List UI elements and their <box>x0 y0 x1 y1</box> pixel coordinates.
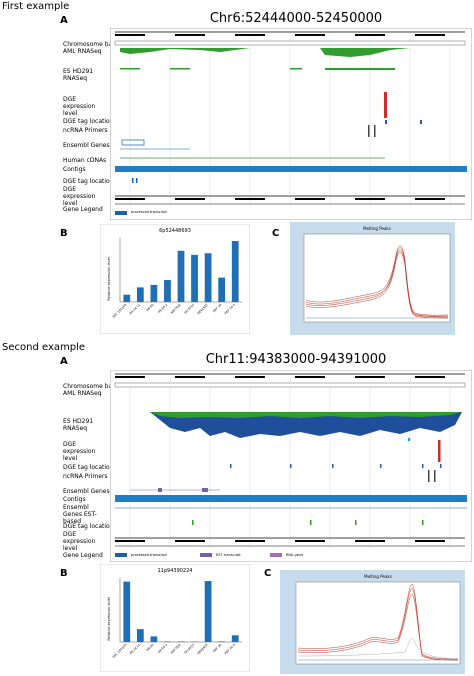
chart-axis <box>119 578 242 643</box>
ex1-panel-c-label: C <box>272 228 280 239</box>
chart-bar <box>177 250 185 302</box>
chart-tick-label: H9 ES <box>145 303 154 312</box>
chart-tick-label: H9 ES 2 <box>157 643 168 654</box>
chart-bar <box>204 253 212 302</box>
chart-tick-label: SH-SY5Y <box>183 303 195 315</box>
ex1-track-label: DGE expression level <box>63 96 96 117</box>
chart-bar <box>136 287 144 302</box>
ex1-track-label: ncRNA Primers <box>63 127 108 134</box>
ex1-track-label: Gene Legend <box>63 206 103 213</box>
ex2-melting-peaks-chart: Melting Peaks <box>280 570 465 674</box>
chart-bar <box>191 254 198 302</box>
chart-bar <box>231 635 239 642</box>
chart-bar <box>123 581 131 642</box>
chart-tick-label: H9 ES <box>145 643 154 652</box>
ex2-track-label: ncRNA Primers <box>63 473 108 480</box>
chart-bar <box>164 641 171 642</box>
ex2-track-label: DGE expression level <box>63 531 96 552</box>
chart-bar <box>136 629 144 642</box>
ex2-track-label: Ensembl Genes <box>63 488 110 495</box>
chart-tick-label: HEF-TDX <box>170 643 182 655</box>
ex1-panel-b-label: B <box>60 228 68 239</box>
ex2-legend-item: RNA gene <box>286 553 304 557</box>
ex1-bar-chart: 6p52448693 Relative expression level ESC… <box>100 224 250 334</box>
ex2-legend-item: EST transcript <box>216 553 241 557</box>
ex2-panel-b-label: B <box>60 568 68 579</box>
ex1-track-label: Ensembl Genes <box>63 142 110 149</box>
ex2-track-label: Chromosome bands <box>63 383 123 390</box>
chart-bar <box>150 284 158 302</box>
ex1-genome-browser <box>110 28 472 220</box>
ex1-track-label: Chromosome bands <box>63 41 123 48</box>
ex1-region-title: Chr6:52444000-52450000 <box>209 11 383 26</box>
chart-axis <box>119 238 242 303</box>
ex2-track-label: ES HD291 RNASeq <box>63 418 94 432</box>
chart-tick-label: HEF 10 <box>212 303 222 313</box>
ex1-melting-peaks-chart: Melting Peaks <box>290 222 455 335</box>
chart-bar <box>218 277 226 302</box>
ex1-track-label: DGE tag location <box>63 178 114 185</box>
ex1-track-label: ES HD291 RNASeq <box>63 68 94 82</box>
chart-bar <box>164 280 171 302</box>
chart-tick-label: HEF 10 <box>212 643 222 653</box>
ex2-track-label: DGE expression level <box>63 441 96 462</box>
ex2-genome-browser <box>110 370 472 562</box>
ex1-chart-title: 6p52448693 <box>159 228 191 234</box>
chart-bar <box>218 641 226 642</box>
ex2-chart-ylabel: Relative expression level <box>107 597 111 641</box>
ex2-region-title: Chr11:94383000-94391000 <box>205 352 387 367</box>
ex1-legend-item: processed transcript <box>131 210 167 214</box>
chart-tick-label: SH-SY5Y <box>183 643 195 655</box>
ex2-track-label: AML RNASeq <box>63 390 102 397</box>
ex2-track-label: Contigs <box>63 496 86 503</box>
ex2-track-label: DGE tag location <box>63 464 114 471</box>
ex1-chart-ylabel: Relative expression level <box>107 257 111 301</box>
ex2-chart-title: 11p94390224 <box>158 568 193 574</box>
ex1-track-label: Human cDNAs <box>63 157 107 164</box>
first-example-title: First example <box>2 1 70 12</box>
ex2-bar-chart: 11p94390224 Relative expression level ES… <box>100 564 250 672</box>
second-example-title: Second example <box>2 342 86 353</box>
ex1-melt-title: Melting Peaks <box>363 226 391 231</box>
chart-tick-label: HEF-TDX <box>170 303 182 315</box>
ex2-track-label: Ensembl Genes EST-based <box>63 504 97 525</box>
ex2-track-label: DGE tag location <box>63 523 114 530</box>
ex1-panel-a-label: A <box>60 15 68 26</box>
ex2-panel-a-label: A <box>60 356 68 367</box>
chart-bar <box>177 641 185 642</box>
ex2-track-label: Gene Legend <box>63 552 103 559</box>
ex2-panel-c-label: C <box>264 568 272 579</box>
ex1-track-label: AML RNASeq <box>63 48 102 55</box>
ex1-track-label: Contigs <box>63 166 86 173</box>
chart-bar <box>123 294 131 302</box>
ex1-track-label: DGE expression level <box>63 186 96 207</box>
ex2-legend-item: processed transcript <box>131 553 167 557</box>
chart-bar <box>150 636 158 642</box>
chart-tick-label: H9 ES 2 <box>157 303 168 314</box>
chart-bar <box>231 241 239 302</box>
ex2-melt-title: Melting Peaks <box>364 574 392 579</box>
ex1-track-label: DGE tag location <box>63 118 114 125</box>
chart-bar <box>204 581 212 642</box>
